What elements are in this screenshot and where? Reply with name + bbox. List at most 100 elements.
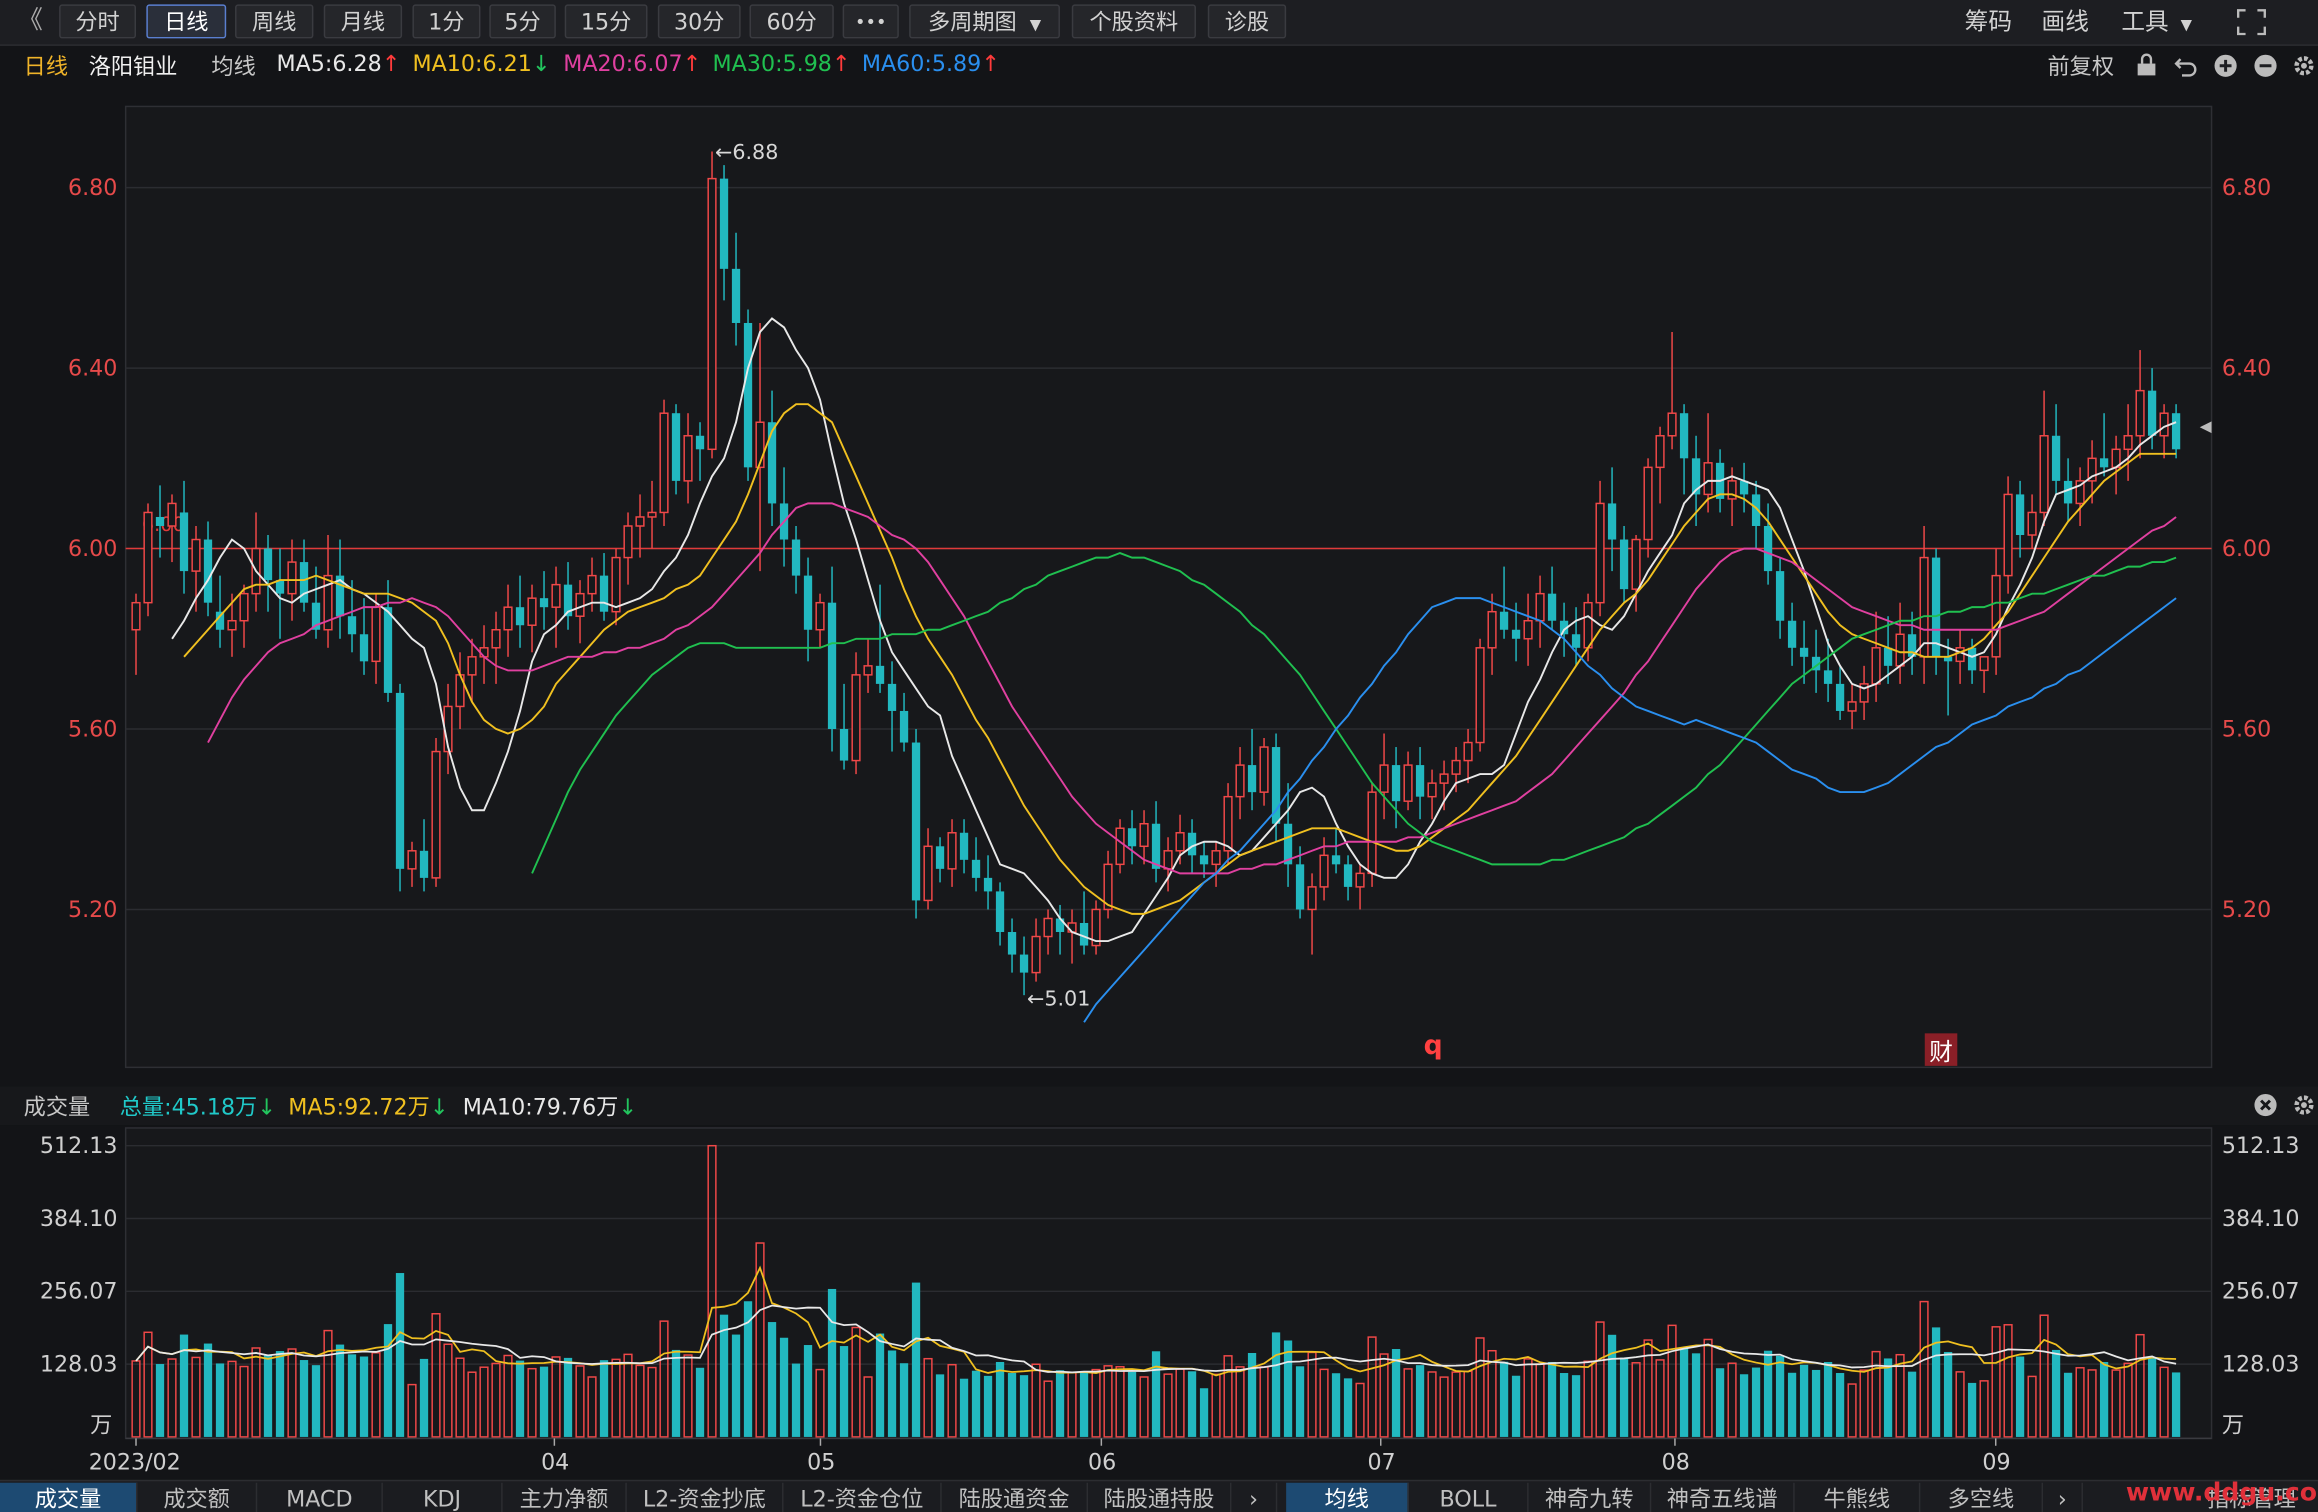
up-arrow-icon: ↑ <box>381 50 401 77</box>
volume-bar-down <box>671 1349 681 1437</box>
volume-chart[interactable]: 512.13 512.13 384.10 384.10 256.07 256.07 128.… <box>0 1125 2318 1480</box>
volume-bar-down <box>2063 1372 2073 1437</box>
tab-ma[interactable]: 均线 <box>1286 1482 1409 1512</box>
lock-icon[interactable] <box>2135 53 2159 77</box>
tab-northbound-flow[interactable]: 陆股通资金 <box>942 1482 1089 1512</box>
candle-body-up <box>1955 647 1965 663</box>
chevron-right-icon[interactable]: › <box>2043 1482 2083 1512</box>
candlestick-chart[interactable]: 6.80 6.80 6.40 6.40 6.00 6.00 5.60 5.60 5.20 5.20… <box>0 84 2318 1089</box>
tab-intraday[interactable]: 分时 <box>59 4 137 39</box>
tab-bull-bear-line[interactable]: 牛熊线 <box>1795 1482 1921 1512</box>
volume-bar-down <box>1559 1373 1569 1437</box>
candle-body-down <box>1931 557 1941 657</box>
financial-report-marker[interactable] <box>1924 1033 1958 1066</box>
tools-dropdown[interactable]: 工具 ▼ <box>2121 4 2192 38</box>
tab-15min[interactable]: 15分 <box>564 4 648 39</box>
fullscreen-icon[interactable] <box>2235 7 2268 37</box>
close-panel-icon[interactable] <box>2253 1092 2278 1117</box>
tab-magic-nine[interactable]: 神奇九转 <box>1529 1482 1652 1512</box>
volume-bar-up <box>227 1360 237 1438</box>
candle-body-down <box>1823 670 1833 684</box>
volume-bar-down <box>179 1334 189 1437</box>
chevron-right-icon[interactable]: › <box>1231 1482 1278 1512</box>
tab-turnover[interactable]: 成交额 <box>137 1482 258 1512</box>
tab-60min[interactable]: 60分 <box>749 4 834 39</box>
volume-bar-up <box>287 1348 297 1438</box>
tab-boll[interactable]: BOLL <box>1409 1482 1529 1512</box>
candle-body-down <box>1007 932 1017 955</box>
tab-main-net[interactable]: 主力净额 <box>503 1482 627 1512</box>
candle-body-down <box>299 562 309 603</box>
q-marker[interactable]: q <box>1424 1030 1443 1061</box>
volume-bar-up <box>1091 1368 1101 1438</box>
candle-body-up <box>1427 782 1437 798</box>
candle-body-down <box>1619 539 1629 590</box>
candle-body-down <box>335 575 345 617</box>
tab-weekly[interactable]: 周线 <box>235 4 314 39</box>
tab-30min[interactable]: 30分 <box>657 4 741 39</box>
candle-body-up <box>1919 556 1929 658</box>
volume-bar-down <box>1187 1371 1197 1437</box>
undo-icon[interactable] <box>2173 53 2198 78</box>
tab-5min[interactable]: 5分 <box>489 4 556 39</box>
candle-body-up <box>2039 435 2049 514</box>
current-price-pointer-icon <box>2199 421 2212 434</box>
volume-ma10: MA10:79.76万↓ <box>462 1093 637 1121</box>
zoom-out-icon[interactable] <box>2253 53 2278 78</box>
tab-magic-five-lines[interactable]: 神奇五线谱 <box>1651 1482 1795 1512</box>
candle-body-up <box>1643 466 1653 541</box>
volume-bar-down <box>1883 1358 1893 1437</box>
down-arrow-icon: ↓ <box>429 1093 449 1121</box>
tab-macd[interactable]: MACD <box>257 1482 383 1512</box>
candle-body-up <box>1223 795 1233 852</box>
volume-bar-down <box>2171 1372 2181 1437</box>
tab-northbound-holdings[interactable]: 陆股通持股 <box>1088 1482 1232 1512</box>
tab-kdj[interactable]: KDJ <box>383 1482 503 1512</box>
stock-profile-button[interactable]: 个股资料 <box>1071 4 1196 39</box>
tab-daily[interactable]: 日线 <box>146 4 227 39</box>
tab-l2-position[interactable]: L2-资金仓位 <box>784 1482 942 1512</box>
low-annotation: ←5.01 <box>1027 987 1090 1011</box>
candle-body-up <box>1475 647 1485 744</box>
volume-bar-up <box>1427 1371 1437 1438</box>
site-watermark: www.ddgu.com <box>2125 1478 2318 1508</box>
volume-title[interactable]: 成交量 <box>23 1093 91 1121</box>
up-arrow-icon: ↑ <box>831 50 851 77</box>
candle-body-down <box>1343 864 1353 887</box>
settings-gear-icon[interactable] <box>2291 53 2316 78</box>
tab-monthly[interactable]: 月线 <box>323 4 403 39</box>
diagnose-button[interactable]: 诊股 <box>1207 4 1287 39</box>
back-icon[interactable]: 《 <box>17 5 43 36</box>
indicator-manager-button[interactable]: 指标管理 <box>2185 1483 2318 1512</box>
ma-type-label[interactable]: 均线 <box>211 53 256 80</box>
candle-body-up <box>1307 886 1317 911</box>
volume-bar-down <box>203 1343 213 1437</box>
tab-volume[interactable]: 成交量 <box>0 1482 138 1512</box>
volume-bar-down <box>1499 1361 1509 1437</box>
volume-bar-down <box>359 1356 369 1437</box>
volume-settings-gear-icon[interactable] <box>2291 1092 2316 1117</box>
candle-body-down <box>1763 525 1773 572</box>
volume-bar-up <box>251 1347 261 1438</box>
candle-body-down <box>1079 922 1089 946</box>
candle-body-up <box>1043 917 1053 938</box>
candle-body-up <box>1463 741 1473 762</box>
draw-line-button[interactable]: 画线 <box>2041 7 2089 36</box>
multi-period-dropdown[interactable]: 多周期图 ▼ <box>909 4 1060 39</box>
candle-body-up <box>227 619 237 631</box>
volume-bar-down <box>995 1361 1005 1437</box>
tab-1min[interactable]: 1分 <box>412 4 481 39</box>
tab-long-short-line[interactable]: 多空线 <box>1920 1482 2044 1512</box>
candle-body-down <box>599 575 609 612</box>
chips-button[interactable]: 筹码 <box>1964 7 2013 36</box>
volume-bar-up <box>623 1353 633 1438</box>
zoom-in-icon[interactable] <box>2213 53 2238 78</box>
adjust-mode-button[interactable]: 前复权 <box>2047 53 2115 80</box>
candle-body-down <box>875 665 885 684</box>
candle-body-down <box>1691 458 1701 495</box>
financial-marker-label: 财 <box>1929 1038 1953 1066</box>
candle-body-up <box>659 412 669 514</box>
more-periods-button[interactable]: ••• <box>842 4 899 39</box>
tab-l2-bottom-fishing[interactable]: L2-资金抄底 <box>627 1482 784 1512</box>
ma30-value: MA30:5.98↑ <box>712 50 851 77</box>
